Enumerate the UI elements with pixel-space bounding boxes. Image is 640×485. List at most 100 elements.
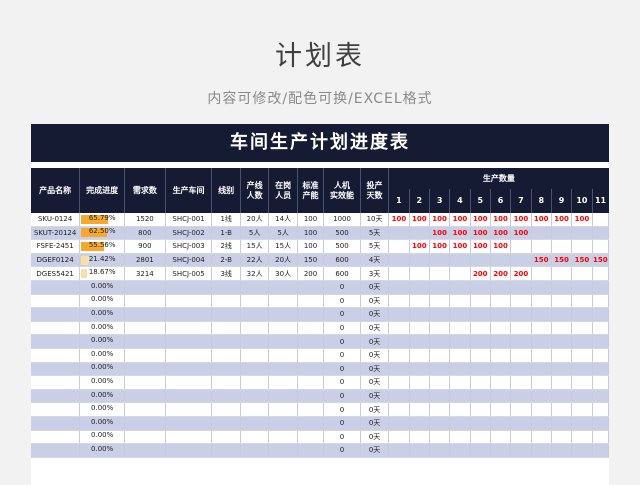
cell-demand[interactable] [124, 430, 166, 445]
cell-qty-day-3[interactable] [429, 430, 451, 445]
cell-qty-day-3[interactable] [429, 334, 451, 349]
cell-on-duty[interactable] [268, 362, 298, 377]
cell-qty-day-11[interactable] [592, 334, 609, 349]
cell-qty-day-7[interactable] [510, 307, 532, 322]
cell-line[interactable]: 2线 [211, 239, 241, 254]
cell-qty-day-11[interactable] [592, 213, 609, 227]
cell-days[interactable]: 0天 [360, 294, 390, 309]
cell-qty-day-6[interactable] [490, 294, 512, 309]
cell-progress[interactable]: 21.42% [79, 253, 126, 268]
cell-qty-day-1[interactable] [388, 239, 410, 254]
cell-qty-day-6[interactable] [490, 334, 512, 349]
header-day-4[interactable]: 4 [449, 189, 471, 213]
cell-qty-day-4[interactable] [449, 253, 471, 268]
cell-demand[interactable]: 900 [124, 239, 166, 254]
cell-on-duty[interactable]: 14人 [268, 213, 298, 227]
cell-days[interactable]: 4天 [360, 253, 390, 268]
cell-qty-day-6[interactable]: 100 [490, 213, 512, 227]
header-day-10[interactable]: 10 [571, 189, 593, 213]
cell-std[interactable] [297, 389, 325, 404]
cell-days[interactable]: 0天 [360, 321, 390, 336]
cell-workshop[interactable]: SHCJ-002 [165, 226, 213, 241]
cell-days[interactable]: 5天 [360, 226, 390, 241]
cell-workshop[interactable]: SHCJ-003 [165, 239, 213, 254]
cell-product[interactable] [31, 294, 81, 309]
header-on-duty[interactable]: 在岗 人员 [268, 168, 298, 213]
cell-qty-day-9[interactable] [551, 416, 573, 431]
cell-qty-day-7[interactable] [510, 443, 532, 458]
cell-product[interactable] [31, 443, 81, 458]
cell-qty-day-6[interactable] [490, 443, 512, 458]
cell-progress[interactable]: 0.00% [79, 416, 126, 431]
cell-line[interactable]: 1线 [211, 213, 241, 227]
cell-qty-day-1[interactable] [388, 402, 410, 417]
cell-eff[interactable]: 600 [323, 266, 361, 281]
cell-qty-day-2[interactable] [409, 416, 430, 431]
cell-qty-day-6[interactable] [490, 402, 512, 417]
cell-line[interactable] [211, 430, 241, 445]
cell-qty-day-8[interactable] [531, 307, 552, 322]
cell-eff[interactable]: 0 [323, 362, 361, 377]
cell-demand[interactable]: 800 [124, 226, 166, 241]
cell-workshop[interactable] [165, 375, 213, 390]
cell-qty-day-7[interactable] [510, 416, 532, 431]
cell-qty-day-4[interactable] [449, 321, 471, 336]
cell-qty-day-6[interactable]: 100 [490, 239, 512, 254]
cell-qty-day-5[interactable] [470, 416, 491, 431]
cell-std[interactable] [297, 294, 325, 309]
cell-qty-day-9[interactable] [551, 280, 573, 295]
cell-qty-day-8[interactable] [531, 294, 552, 309]
cell-line[interactable] [211, 389, 241, 404]
cell-qty-day-11[interactable] [592, 226, 609, 241]
cell-qty-day-3[interactable] [429, 416, 451, 431]
cell-std[interactable] [297, 307, 325, 322]
cell-line-staff[interactable] [240, 402, 270, 417]
cell-product[interactable]: FSFE-2451 [31, 239, 81, 254]
cell-qty-day-5[interactable] [470, 443, 491, 458]
cell-eff[interactable]: 0 [323, 375, 361, 390]
cell-progress[interactable]: 0.00% [79, 375, 126, 390]
cell-days[interactable]: 5天 [360, 239, 390, 254]
cell-on-duty[interactable] [268, 307, 298, 322]
cell-std[interactable]: 100 [297, 226, 325, 241]
cell-product[interactable] [31, 348, 81, 363]
cell-qty-day-3[interactable] [429, 253, 451, 268]
cell-product[interactable] [31, 430, 81, 445]
cell-qty-day-8[interactable] [531, 280, 552, 295]
cell-qty-day-4[interactable]: 100 [449, 239, 471, 254]
cell-qty-day-1[interactable] [388, 307, 410, 322]
cell-line[interactable] [211, 280, 241, 295]
cell-workshop[interactable] [165, 389, 213, 404]
cell-qty-day-5[interactable] [470, 389, 491, 404]
cell-demand[interactable] [124, 280, 166, 295]
cell-line[interactable]: 3线 [211, 266, 241, 281]
cell-qty-day-8[interactable] [531, 416, 552, 431]
cell-line-staff[interactable] [240, 348, 270, 363]
cell-progress[interactable]: 0.00% [79, 348, 126, 363]
cell-qty-day-5[interactable] [470, 294, 491, 309]
cell-demand[interactable] [124, 375, 166, 390]
cell-qty-day-11[interactable] [592, 266, 609, 281]
cell-qty-day-2[interactable] [409, 266, 430, 281]
cell-std[interactable] [297, 402, 325, 417]
cell-qty-day-7[interactable] [510, 294, 532, 309]
cell-qty-day-8[interactable] [531, 321, 552, 336]
cell-line[interactable] [211, 375, 241, 390]
cell-qty-day-9[interactable]: 150 [551, 253, 573, 268]
cell-qty-day-1[interactable] [388, 443, 410, 458]
header-day-9[interactable]: 9 [551, 189, 573, 213]
header-day-5[interactable]: 5 [470, 189, 491, 213]
cell-qty-day-2[interactable] [409, 443, 430, 458]
cell-product[interactable] [31, 321, 81, 336]
cell-product[interactable] [31, 389, 81, 404]
cell-qty-day-7[interactable] [510, 253, 532, 268]
cell-qty-day-4[interactable]: 100 [449, 226, 471, 241]
cell-line[interactable]: 1-B [211, 226, 241, 241]
cell-qty-day-11[interactable] [592, 239, 609, 254]
cell-qty-day-8[interactable] [531, 348, 552, 363]
cell-eff[interactable]: 0 [323, 389, 361, 404]
cell-eff[interactable]: 0 [323, 321, 361, 336]
cell-qty-day-10[interactable] [571, 416, 593, 431]
cell-qty-day-6[interactable] [490, 280, 512, 295]
cell-qty-day-2[interactable]: 100 [409, 213, 430, 227]
